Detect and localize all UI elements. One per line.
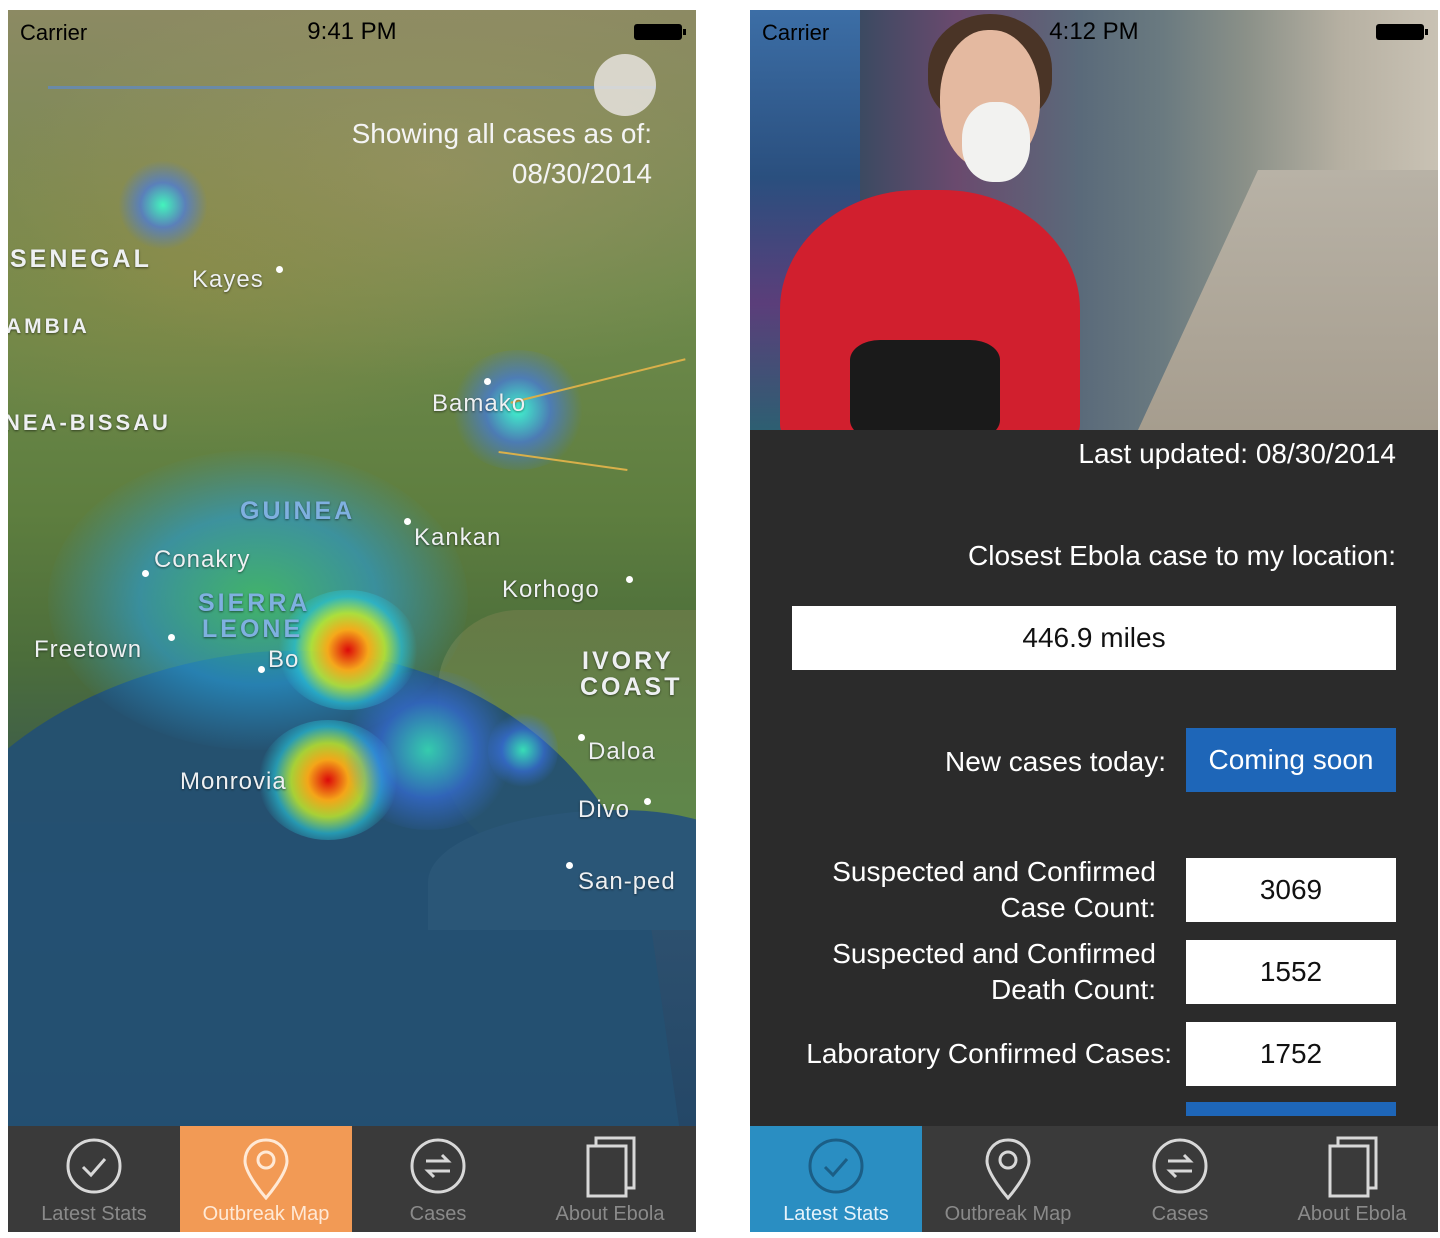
photo-face-mask bbox=[962, 102, 1030, 182]
death-count-label-line2: Death Count: bbox=[991, 974, 1156, 1005]
tab-cases[interactable]: Cases bbox=[1094, 1126, 1266, 1232]
tab-label: Latest Stats bbox=[783, 1203, 889, 1225]
city-dot bbox=[258, 666, 265, 673]
city-label-san-pedro: San-ped bbox=[578, 868, 676, 895]
photo-walkway bbox=[1138, 170, 1438, 430]
city-dot bbox=[276, 266, 283, 273]
showing-cases-value: 08/30/2014 bbox=[511, 158, 652, 189]
tab-about-ebola[interactable]: About Ebola bbox=[524, 1126, 696, 1232]
status-time: 9:41 PM bbox=[307, 18, 397, 45]
tab-label: Cases bbox=[1151, 1203, 1209, 1225]
partial-button[interactable] bbox=[1186, 1102, 1396, 1116]
carrier-label: Carrier bbox=[20, 20, 88, 45]
tab-cases[interactable]: Cases bbox=[352, 1126, 524, 1232]
city-label-freetown: Freetown bbox=[34, 636, 143, 663]
closest-case-label: Closest Ebola case to my location: bbox=[968, 540, 1396, 571]
map-pin-icon bbox=[236, 1136, 296, 1201]
tab-outbreak-map[interactable]: Outbreak Map bbox=[180, 1126, 352, 1232]
check-circle-icon bbox=[806, 1136, 866, 1200]
country-label-ivory: IVORY bbox=[582, 647, 674, 675]
city-dot bbox=[168, 634, 175, 641]
city-label-conakry: Conakry bbox=[154, 546, 251, 573]
showing-cases-date: Showing all cases as of: 08/30/2014 bbox=[352, 114, 652, 194]
tab-label: Latest Stats bbox=[41, 1203, 147, 1225]
city-dot bbox=[626, 576, 633, 583]
map-pin-icon bbox=[978, 1136, 1038, 1201]
case-count-label-line1: Suspected and Confirmed bbox=[832, 856, 1156, 887]
status-bar: Carrier 9:41 PM bbox=[8, 10, 696, 54]
city-dot bbox=[484, 378, 491, 385]
tab-label: Outbreak Map bbox=[944, 1203, 1072, 1225]
city-label-bo: Bo bbox=[268, 646, 300, 673]
tab-about-ebola[interactable]: About Ebola bbox=[1266, 1126, 1438, 1232]
country-label-coast: COAST bbox=[580, 673, 683, 701]
status-time: 4:12 PM bbox=[1049, 18, 1139, 45]
city-label-bamako: Bamako bbox=[432, 390, 527, 417]
exchange-circle-icon bbox=[1150, 1136, 1210, 1200]
tab-outbreak-map[interactable]: Outbreak Map bbox=[922, 1126, 1094, 1232]
date-slider-track[interactable] bbox=[48, 86, 656, 89]
country-label-senegal: SENEGAL bbox=[10, 245, 152, 273]
city-label-monrovia: Monrovia bbox=[180, 768, 287, 795]
header-photo bbox=[750, 10, 1438, 430]
city-label-divo: Divo bbox=[578, 796, 631, 823]
heatmap-spot bbox=[448, 350, 588, 470]
pages-icon bbox=[580, 1136, 640, 1200]
country-label-gambia: AMBIA bbox=[8, 315, 90, 338]
city-label-kankan: Kankan bbox=[414, 524, 502, 551]
case-count-label-line2: Case Count: bbox=[1000, 892, 1156, 923]
city-dot bbox=[578, 734, 585, 741]
death-count-label-line1: Suspected and Confirmed bbox=[832, 938, 1156, 969]
carrier-label: Carrier bbox=[762, 20, 830, 45]
lab-confirmed-value: 1752 bbox=[1186, 1022, 1396, 1086]
country-label-guinea-bissau: NEA-BISSAU bbox=[8, 410, 171, 435]
country-label-leone: LEONE bbox=[202, 615, 304, 643]
latest-stats-screen: Carrier 4:12 PM Last updated: 08/30/2014… bbox=[750, 10, 1438, 1232]
city-label-korhogo: Korhogo bbox=[502, 576, 600, 603]
city-dot bbox=[404, 518, 411, 525]
tab-label: About Ebola bbox=[1297, 1203, 1407, 1225]
city-dot bbox=[142, 570, 149, 577]
outbreak-map[interactable]: SENEGAL AMBIA NEA-BISSAU GUINEA SIERRA L… bbox=[8, 10, 696, 1232]
tab-latest-stats[interactable]: Latest Stats bbox=[750, 1126, 922, 1232]
outbreak-map-screen: SENEGAL AMBIA NEA-BISSAU GUINEA SIERRA L… bbox=[8, 10, 696, 1232]
city-dot bbox=[566, 862, 573, 869]
tab-latest-stats[interactable]: Latest Stats bbox=[8, 1126, 180, 1232]
battery-icon bbox=[634, 24, 686, 40]
heatmap-spot bbox=[118, 160, 208, 250]
coming-soon-button[interactable]: Coming soon bbox=[1186, 728, 1396, 792]
battery-icon bbox=[1376, 24, 1428, 40]
photo-bag bbox=[850, 340, 1000, 430]
new-cases-label: New cases today: bbox=[945, 746, 1166, 777]
tab-label: Outbreak Map bbox=[202, 1203, 330, 1225]
country-label-sierra: SIERRA bbox=[198, 589, 311, 617]
lab-confirmed-label: Laboratory Confirmed Cases: bbox=[806, 1038, 1172, 1069]
status-bar: Carrier 4:12 PM bbox=[750, 10, 1438, 54]
tab-bar: Latest Stats Outbreak Map Cases About Eb… bbox=[750, 1126, 1438, 1232]
city-label-kayes: Kayes bbox=[192, 266, 264, 293]
country-label-guinea: GUINEA bbox=[240, 497, 356, 525]
last-updated-label: Last updated: 08/30/2014 bbox=[1078, 438, 1396, 469]
heatmap-spot bbox=[488, 710, 558, 790]
city-label-daloa: Daloa bbox=[588, 738, 656, 765]
check-circle-icon bbox=[64, 1136, 124, 1200]
tab-bar: Latest Stats Outbreak Map Cases About Eb… bbox=[8, 1126, 696, 1232]
date-slider-thumb[interactable] bbox=[594, 54, 656, 116]
tab-label: Cases bbox=[409, 1203, 467, 1225]
exchange-circle-icon bbox=[408, 1136, 468, 1200]
tab-label: About Ebola bbox=[555, 1203, 665, 1225]
case-count-value: 3069 bbox=[1186, 858, 1396, 922]
city-dot bbox=[644, 798, 651, 805]
showing-cases-label: Showing all cases as of: bbox=[351, 118, 652, 149]
pages-icon bbox=[1322, 1136, 1382, 1200]
death-count-value: 1552 bbox=[1186, 940, 1396, 1004]
case-count-label: Suspected and Confirmed Case Count: bbox=[832, 854, 1156, 926]
closest-case-value: 446.9 miles bbox=[792, 606, 1396, 670]
death-count-label: Suspected and Confirmed Death Count: bbox=[832, 936, 1156, 1008]
